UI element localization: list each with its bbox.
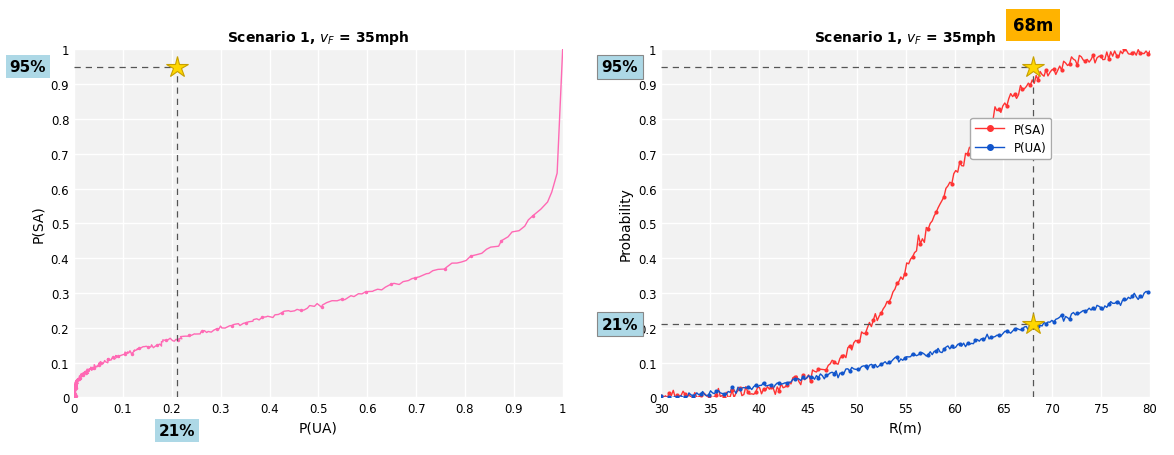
P(SA) bbox=[717, 395, 731, 400]
P(SA) bbox=[890, 281, 904, 287]
P(UA) bbox=[905, 351, 919, 357]
Text: 21%: 21% bbox=[602, 317, 639, 332]
Text: 68m: 68m bbox=[1012, 17, 1053, 35]
P(SA) bbox=[811, 367, 825, 372]
Title: Scenario 1, $v_F$ = 35mph: Scenario 1, $v_F$ = 35mph bbox=[228, 29, 410, 47]
P(UA) bbox=[670, 395, 684, 400]
Title: Scenario 1, $v_F$ = 35mph: Scenario 1, $v_F$ = 35mph bbox=[815, 29, 997, 47]
P(SA) bbox=[1000, 104, 1014, 110]
P(UA) bbox=[811, 375, 825, 381]
P(UA) bbox=[1133, 293, 1147, 299]
P(SA) bbox=[1118, 47, 1132, 53]
P(UA) bbox=[890, 354, 904, 359]
Y-axis label: P(SA): P(SA) bbox=[32, 205, 45, 243]
Line: P(SA): P(SA) bbox=[660, 48, 1151, 399]
Line: P(UA): P(UA) bbox=[660, 290, 1151, 399]
P(UA) bbox=[1000, 329, 1014, 334]
X-axis label: P(UA): P(UA) bbox=[299, 421, 338, 435]
P(SA) bbox=[654, 393, 668, 399]
P(SA) bbox=[1141, 52, 1155, 57]
P(SA) bbox=[905, 254, 919, 260]
X-axis label: R(m): R(m) bbox=[889, 421, 923, 435]
Legend: P(SA), P(UA): P(SA), P(UA) bbox=[970, 119, 1052, 160]
Y-axis label: Probability: Probability bbox=[619, 187, 633, 261]
Text: 95%: 95% bbox=[602, 60, 639, 75]
Text: 95%: 95% bbox=[9, 60, 46, 75]
P(UA) bbox=[654, 394, 668, 399]
P(UA) bbox=[796, 375, 810, 380]
Text: 21%: 21% bbox=[158, 423, 195, 438]
P(UA) bbox=[1141, 289, 1155, 295]
P(SA) bbox=[1133, 51, 1147, 57]
P(SA) bbox=[796, 373, 810, 379]
